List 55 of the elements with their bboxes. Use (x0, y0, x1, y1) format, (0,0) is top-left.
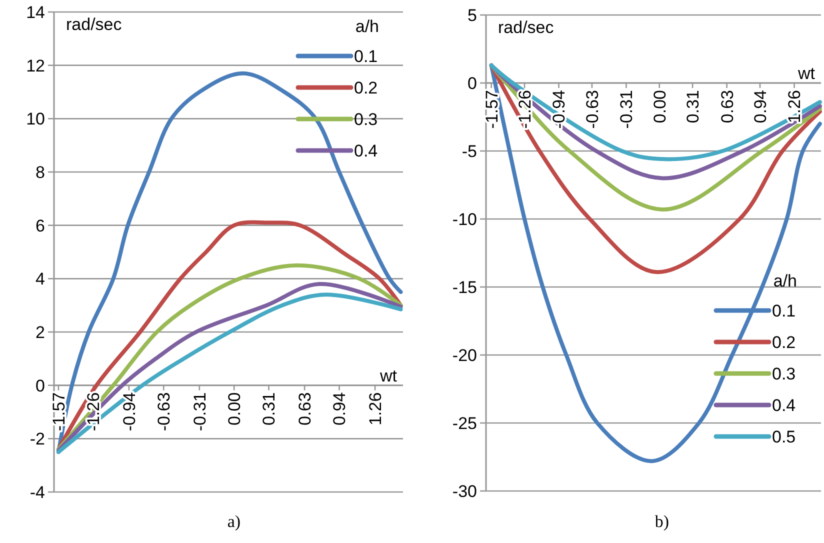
legend-label: 0.5 (772, 427, 796, 446)
y-axis-title: rad/sec (66, 15, 122, 34)
legend-label: 0.4 (354, 141, 378, 160)
y-tick-label: 2 (36, 322, 45, 342)
x-tick-label: 0.63 (296, 392, 315, 426)
x-tick-label: 0.00 (650, 90, 670, 124)
legend-label: 0.3 (772, 364, 796, 384)
y-tick-label: -10 (452, 210, 477, 229)
legend-title: a/h (355, 17, 379, 36)
y-tick-label: -15 (452, 278, 477, 297)
x-tick-label: 0.63 (718, 90, 737, 124)
y-tick-label: -30 (452, 482, 477, 501)
y-tick-label: 5 (468, 6, 477, 25)
y-tick-label: -2 (30, 430, 45, 449)
x-tick-label: 1.26 (785, 90, 804, 124)
x-tick-label: 1.26 (366, 392, 385, 426)
y-tick-label: 0 (468, 74, 477, 93)
y-tick-label: 8 (36, 162, 45, 182)
y-tick-label: 4 (36, 270, 45, 289)
x-tick-label: -1.57 (482, 90, 502, 129)
x-tick-label: -0.31 (617, 90, 636, 129)
y-tick-label: 0 (36, 376, 45, 396)
y-axis-title: rad/sec (498, 18, 554, 37)
x-tick-label: -1.57 (49, 392, 68, 432)
y-tick-label: -25 (452, 414, 477, 433)
legend-label: 0.2 (772, 332, 796, 352)
x-tick-label: -1.26 (84, 392, 104, 432)
legend-label: 0.3 (354, 110, 378, 129)
x-tick-label: 0.31 (684, 90, 703, 124)
x-tick-label: -0.94 (120, 392, 139, 432)
x-tick-label: 0.94 (330, 392, 350, 426)
y-tick-label: 10 (26, 110, 45, 129)
legend-label: 0.1 (354, 46, 378, 66)
y-tick-label: 14 (26, 2, 45, 22)
x-tick-label: -0.31 (190, 392, 210, 432)
x-axis-title: wt (379, 366, 398, 386)
y-tick-label: 12 (26, 56, 45, 76)
legend-label: 0.4 (772, 396, 796, 415)
x-tick-label: 0.31 (260, 392, 279, 426)
x-axis-title: wt (797, 64, 816, 83)
x-tick-label: -0.63 (582, 90, 602, 129)
x-tick-label: -1.26 (515, 90, 534, 129)
text: a) (227, 512, 241, 531)
y-tick-label: -20 (452, 346, 477, 365)
legend-title: a/h (773, 272, 797, 290)
legend-label: 0.2 (354, 78, 378, 98)
x-tick-label: -0.94 (550, 90, 569, 129)
y-tick-label: -5 (462, 142, 477, 161)
x-tick-label: -0.63 (154, 392, 174, 432)
legend-label: 0.1 (772, 301, 796, 320)
y-tick-label: 6 (36, 216, 45, 236)
x-tick-label: 0.00 (225, 392, 244, 426)
x-tick-label: 0.94 (750, 90, 770, 124)
y-tick-label: -4 (30, 482, 45, 502)
text: b) (654, 512, 670, 531)
